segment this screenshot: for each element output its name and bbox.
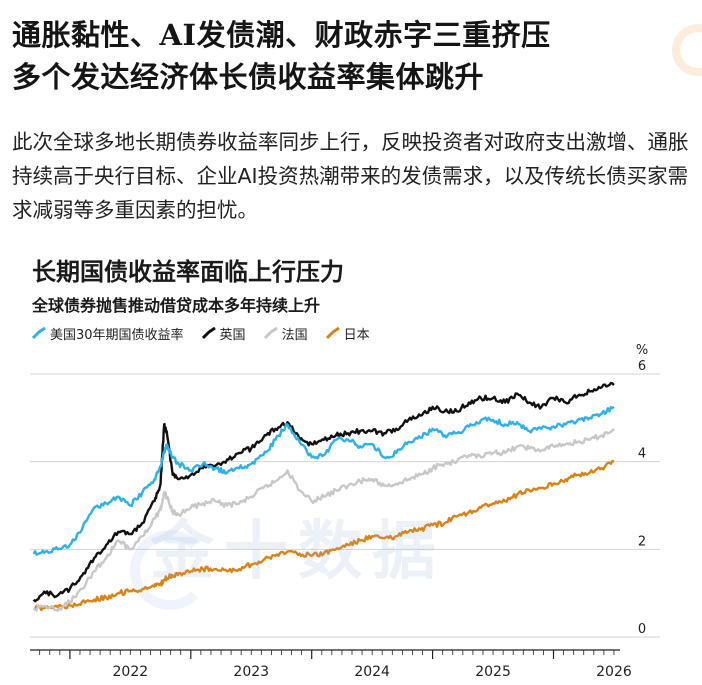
legend-label-france: 法国 — [281, 327, 308, 343]
legend-swatch-uk — [201, 326, 216, 340]
intro-paragraph: 此次全球多地长期债券收益率同步上行，反映投资者对政府支出激增、通胀持续高于央行目… — [12, 130, 689, 222]
series-line-us — [32, 405, 615, 556]
yield-line-chart: 0 2 4 6% 2022 2023 2024 2025 2026 — [30, 343, 660, 680]
legend-item-france: 法国 — [263, 324, 308, 343]
x-tick-label: 2022 — [113, 664, 149, 680]
legend-swatch-france — [263, 326, 278, 340]
series-line-japan — [33, 459, 615, 612]
legend-label-uk: 英国 — [219, 327, 246, 343]
chart-subtitle: 全球债券抛售推动借贷成本多年持续上升 — [32, 296, 321, 315]
series-line-france — [32, 427, 615, 612]
legend-item-japan: 日本 — [325, 324, 370, 343]
legend-item-uk: 英国 — [201, 324, 246, 343]
legend-swatch-us — [32, 326, 46, 340]
legend-item-us: 美国30年期国债收益率 — [32, 324, 184, 343]
y-tick-label: 6 — [638, 359, 646, 374]
y-tick-label: 0 — [638, 622, 646, 637]
headline-line-1: 通胀黏性、AI发债潮、财政赤字三重挤压 — [12, 18, 551, 52]
legend-label-us: 美国30年期国债收益率 — [50, 327, 184, 343]
y-tick-label: 2 — [638, 534, 646, 549]
x-tick-label: 2026 — [596, 664, 632, 680]
headline-line-2: 多个发达经济体长债收益率集体跳升 — [12, 60, 485, 94]
series-line-uk — [32, 381, 615, 603]
y-tick-label: 4 — [638, 447, 646, 462]
y-axis-unit: % — [636, 343, 648, 358]
x-tick-label: 2023 — [233, 664, 269, 680]
x-tick-label: 2025 — [475, 664, 511, 680]
legend-label-japan: 日本 — [343, 327, 370, 343]
legend-swatch-japan — [325, 326, 340, 340]
page-headline: 通胀黏性、AI发债潮、财政赤字三重挤压 多个发达经济体长债收益率集体跳升 — [12, 14, 692, 98]
chart-legend: 美国30年期国债收益率 英国 法国 日本 — [32, 322, 370, 344]
x-tick-label: 2024 — [354, 664, 390, 680]
brand-logo-icon — [672, 24, 702, 76]
chart-title: 长期国债收益率面临上行压力 — [32, 258, 344, 286]
